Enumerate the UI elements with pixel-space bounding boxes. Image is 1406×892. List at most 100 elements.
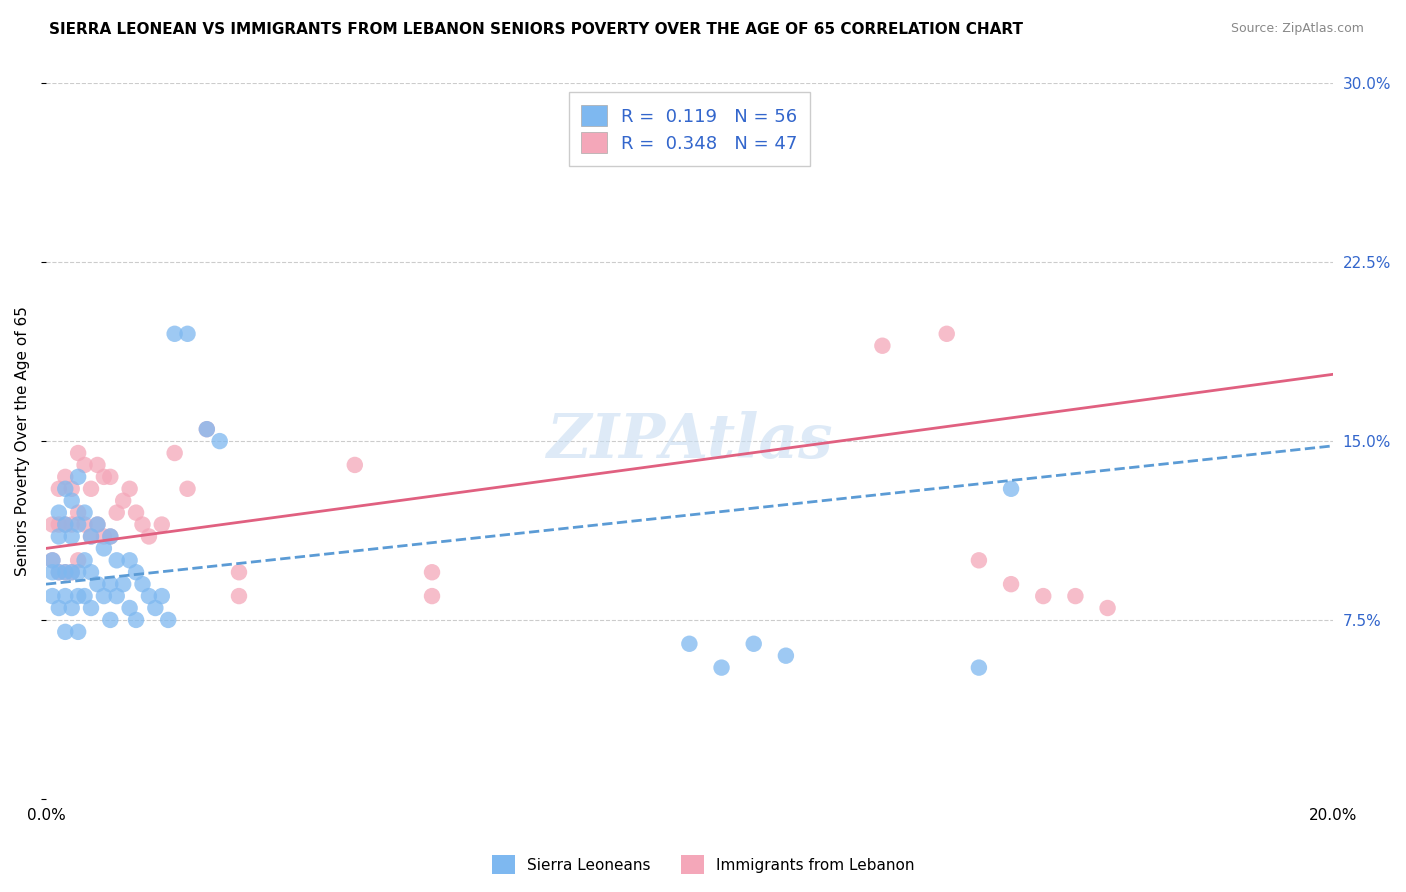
Point <box>150 589 173 603</box>
Point <box>48 506 70 520</box>
Point <box>125 506 148 520</box>
Point <box>80 566 103 580</box>
Point <box>53 517 76 532</box>
Point <box>53 470 76 484</box>
Point <box>420 566 443 580</box>
Point <box>73 458 96 472</box>
Point <box>163 446 186 460</box>
Point <box>60 529 83 543</box>
Point <box>105 589 128 603</box>
Point <box>105 553 128 567</box>
Point <box>228 589 250 603</box>
Point <box>157 613 180 627</box>
Point <box>138 529 160 543</box>
Point <box>53 624 76 639</box>
Point <box>48 601 70 615</box>
Point <box>80 529 103 543</box>
Point <box>125 613 148 627</box>
Point <box>53 589 76 603</box>
Point <box>41 566 63 580</box>
Point <box>118 553 141 567</box>
Point <box>1064 589 1087 603</box>
Point <box>163 326 186 341</box>
Point <box>67 553 90 567</box>
Point <box>41 553 63 567</box>
Text: ZIPAtlas: ZIPAtlas <box>546 411 832 471</box>
Point <box>53 566 76 580</box>
Point <box>343 458 366 472</box>
Point <box>1097 601 1119 615</box>
Point <box>60 566 83 580</box>
Point <box>41 553 63 567</box>
Point <box>73 553 96 567</box>
Legend: R =  0.119   N = 56, R =  0.348   N = 47: R = 0.119 N = 56, R = 0.348 N = 47 <box>568 93 810 166</box>
Point <box>53 566 76 580</box>
Point <box>195 422 218 436</box>
Point <box>53 517 76 532</box>
Point <box>86 458 108 472</box>
Point <box>73 506 96 520</box>
Point <box>112 577 135 591</box>
Point <box>176 482 198 496</box>
Point <box>86 517 108 532</box>
Point <box>420 589 443 603</box>
Point <box>138 589 160 603</box>
Point <box>60 482 83 496</box>
Point <box>67 624 90 639</box>
Point <box>118 482 141 496</box>
Point <box>80 529 103 543</box>
Point <box>41 517 63 532</box>
Point <box>131 577 153 591</box>
Point <box>80 482 103 496</box>
Point <box>86 577 108 591</box>
Point <box>98 613 121 627</box>
Point <box>60 566 83 580</box>
Point <box>131 517 153 532</box>
Point <box>98 529 121 543</box>
Point <box>48 517 70 532</box>
Point <box>60 493 83 508</box>
Point <box>112 493 135 508</box>
Point <box>150 517 173 532</box>
Legend: Sierra Leoneans, Immigrants from Lebanon: Sierra Leoneans, Immigrants from Lebanon <box>485 849 921 880</box>
Point <box>73 589 96 603</box>
Point <box>93 541 115 556</box>
Point <box>143 601 166 615</box>
Point <box>73 517 96 532</box>
Point <box>742 637 765 651</box>
Point <box>67 506 90 520</box>
Point <box>710 660 733 674</box>
Point <box>125 566 148 580</box>
Point <box>208 434 231 449</box>
Text: SIERRA LEONEAN VS IMMIGRANTS FROM LEBANON SENIORS POVERTY OVER THE AGE OF 65 COR: SIERRA LEONEAN VS IMMIGRANTS FROM LEBANO… <box>49 22 1024 37</box>
Point <box>98 470 121 484</box>
Point <box>48 566 70 580</box>
Point <box>1000 577 1022 591</box>
Point <box>93 589 115 603</box>
Point <box>48 482 70 496</box>
Point <box>48 566 70 580</box>
Point <box>176 326 198 341</box>
Point <box>60 517 83 532</box>
Point <box>67 446 90 460</box>
Point <box>53 482 76 496</box>
Point <box>67 517 90 532</box>
Point <box>228 566 250 580</box>
Point <box>775 648 797 663</box>
Y-axis label: Seniors Poverty Over the Age of 65: Seniors Poverty Over the Age of 65 <box>15 306 30 576</box>
Point <box>86 517 108 532</box>
Point <box>98 529 121 543</box>
Point <box>118 601 141 615</box>
Point <box>48 529 70 543</box>
Point <box>935 326 957 341</box>
Point <box>67 589 90 603</box>
Point <box>967 660 990 674</box>
Point <box>93 470 115 484</box>
Point <box>93 529 115 543</box>
Point <box>80 601 103 615</box>
Point <box>872 339 894 353</box>
Point <box>1032 589 1054 603</box>
Point <box>678 637 700 651</box>
Point <box>67 566 90 580</box>
Point <box>1000 482 1022 496</box>
